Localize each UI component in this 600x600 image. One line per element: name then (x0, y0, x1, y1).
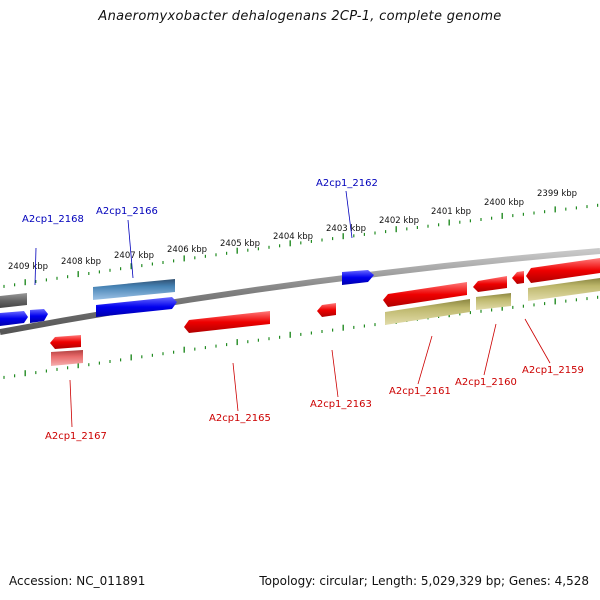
gene-feature[interactable] (526, 258, 600, 283)
kbp-label: 2403 kbp (326, 224, 366, 234)
gene-label[interactable]: A2cp1_2165 (209, 413, 271, 424)
gene-label[interactable]: A2cp1_2168 (22, 214, 84, 225)
gene-feature[interactable] (528, 278, 600, 301)
gene-feature[interactable] (96, 297, 177, 317)
gene-feature[interactable] (184, 311, 270, 333)
kbp-tick-row-bottom (3, 295, 599, 379)
map-title: Anaeromyxobacter dehalogenans 2CP-1, com… (98, 9, 502, 24)
gene-feature[interactable] (30, 309, 48, 323)
kbp-label: 2404 kbp (273, 232, 313, 242)
gene-feature[interactable] (383, 282, 467, 307)
gene-features (0, 258, 600, 366)
gene-feature[interactable] (51, 350, 83, 366)
kbp-tick-row-top (3, 203, 599, 288)
gene-feature[interactable] (342, 270, 374, 285)
kbp-labels: 2409 kbp 2408 kbp 2407 kbp 2406 kbp 2405… (8, 189, 577, 272)
gene-feature[interactable] (0, 311, 28, 326)
gene-feature[interactable] (93, 279, 175, 300)
gene-labels: A2cp1_2168 A2cp1_2166 A2cp1_2162 A2cp1_2… (22, 178, 584, 442)
kbp-label: 2402 kbp (379, 216, 419, 226)
gene-label[interactable]: A2cp1_2160 (455, 377, 517, 388)
gene-label[interactable]: A2cp1_2167 (45, 431, 107, 442)
genome-summary-text: Topology: circular; Length: 5,029,329 bp… (259, 574, 589, 588)
kbp-label: 2408 kbp (61, 257, 101, 267)
gene-label[interactable]: A2cp1_2159 (522, 365, 584, 376)
kbp-label: 2399 kbp (537, 189, 577, 199)
kbp-label: 2400 kbp (484, 198, 524, 208)
gene-label[interactable]: A2cp1_2161 (389, 386, 451, 397)
gene-feature[interactable] (0, 293, 27, 308)
gene-feature[interactable] (512, 271, 524, 284)
accession-text: Accession: NC_011891 (9, 574, 146, 588)
gene-feature[interactable] (317, 303, 336, 317)
gene-label[interactable]: A2cp1_2162 (316, 178, 378, 189)
gene-feature[interactable] (50, 335, 81, 349)
kbp-label: 2406 kbp (167, 245, 207, 255)
callout-lines (34, 190, 551, 428)
kbp-label: 2409 kbp (8, 262, 48, 272)
genome-backbone (0, 248, 600, 335)
kbp-label: 2407 kbp (114, 251, 154, 261)
kbp-label: 2401 kbp (431, 207, 471, 217)
kbp-label: 2405 kbp (220, 239, 260, 249)
gene-label[interactable]: A2cp1_2166 (96, 206, 158, 217)
gene-feature[interactable] (473, 276, 507, 292)
gene-feature[interactable] (385, 299, 470, 325)
gene-feature[interactable] (476, 293, 511, 310)
gene-label[interactable]: A2cp1_2163 (310, 399, 372, 410)
